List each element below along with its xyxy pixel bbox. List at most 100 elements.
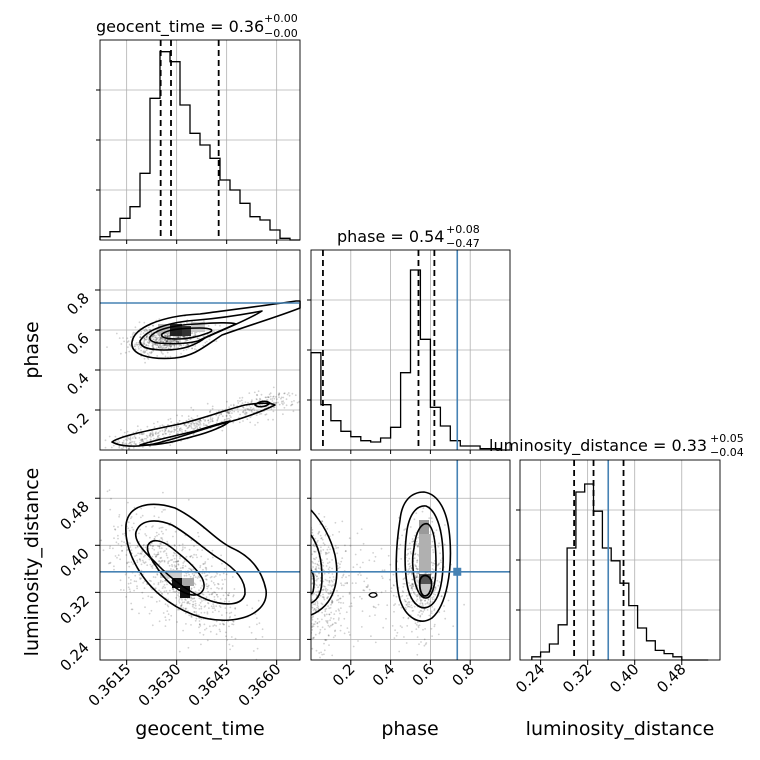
sample-point (173, 428, 176, 431)
sample-point (157, 560, 160, 562)
sample-point (410, 587, 413, 589)
sample-point (124, 573, 127, 576)
sample-point (215, 414, 218, 417)
sample-point (143, 352, 146, 354)
sample-point (148, 329, 151, 331)
sample-point (234, 637, 237, 640)
sample-point (340, 560, 343, 563)
sample-point (392, 573, 395, 576)
sample-point (171, 430, 173, 433)
sample-point (130, 579, 132, 581)
sample-point (339, 597, 342, 600)
sample-point (328, 644, 330, 646)
sample-point (180, 603, 183, 606)
sample-point (224, 597, 227, 600)
sample-point (154, 535, 157, 538)
sample-point (188, 614, 191, 617)
sample-point (317, 539, 319, 542)
sample-point (321, 611, 323, 614)
sample-point (174, 428, 177, 431)
sample-point (156, 421, 159, 423)
sample-point (341, 576, 343, 579)
sample-point (228, 612, 231, 615)
sample-point (211, 593, 214, 596)
sample-point (207, 325, 210, 327)
sample-point (145, 525, 147, 528)
sample-point (283, 402, 285, 404)
sample-point (173, 344, 176, 347)
sample-point (339, 629, 342, 632)
sample-point (222, 583, 224, 585)
sample-point (224, 578, 226, 581)
sample-point (153, 515, 156, 517)
sample-point (165, 432, 168, 435)
sample-point (237, 402, 240, 404)
sample-point (206, 612, 209, 615)
sample-point (157, 435, 159, 437)
title-luminosity-distance-plus: +0.05 (710, 432, 744, 445)
sample-point (444, 617, 447, 620)
sample-point (120, 545, 123, 548)
sample-point (186, 427, 189, 430)
sample-point (151, 547, 154, 550)
sample-point (198, 623, 201, 626)
sample-point (439, 559, 442, 562)
sample-point (414, 552, 417, 555)
sample-point (191, 421, 194, 424)
sample-point (124, 442, 126, 445)
sample-point (143, 343, 145, 346)
sample-point (242, 420, 244, 422)
sample-point (155, 555, 158, 557)
sample-point (210, 565, 213, 568)
sample-point (148, 434, 151, 437)
sample-point (223, 600, 226, 603)
sample-point (206, 333, 209, 336)
sample-point (150, 332, 153, 334)
sample-point (150, 565, 153, 568)
sample-point (252, 650, 255, 652)
xlabel-luminosity-distance: luminosity_distance (526, 718, 715, 740)
sample-point (325, 639, 328, 641)
sample-point (385, 617, 387, 620)
sample-point (129, 441, 131, 444)
sample-point (168, 344, 171, 347)
sample-point (156, 432, 159, 435)
sample-point (202, 344, 205, 347)
sample-point (209, 418, 212, 421)
sample-point (191, 556, 194, 559)
sample-point (114, 528, 116, 530)
sample-point (389, 563, 392, 566)
sample-point (118, 446, 121, 449)
sample-point (158, 589, 161, 592)
sample-point (152, 434, 154, 437)
sample-point (248, 626, 251, 628)
title-geocent-time: geocent_time = 0.36 (96, 17, 264, 37)
sample-point (416, 559, 419, 562)
sample-point (150, 609, 153, 612)
sample-point (104, 439, 107, 442)
sample-point (198, 608, 201, 610)
sample-point (210, 605, 213, 608)
x-tick-label: 0.3645 (185, 660, 235, 710)
sample-point (200, 618, 203, 621)
sample-point (232, 403, 235, 406)
sample-point (331, 559, 333, 561)
sample-point (170, 568, 172, 570)
sample-point (133, 442, 136, 445)
sample-point (200, 607, 203, 610)
sample-point (167, 418, 170, 421)
sample-point (343, 584, 345, 587)
sample-point (327, 562, 329, 565)
sample-point (354, 553, 357, 556)
sample-point (325, 613, 328, 616)
sample-point (416, 579, 418, 582)
sample-point (177, 341, 180, 344)
sample-point (185, 344, 188, 347)
sample-point (163, 339, 166, 342)
sample-point (135, 431, 138, 433)
sample-point (141, 550, 144, 553)
sample-point (174, 336, 177, 338)
sample-point (180, 352, 183, 355)
sample-point (226, 411, 229, 414)
sample-point (392, 594, 395, 597)
